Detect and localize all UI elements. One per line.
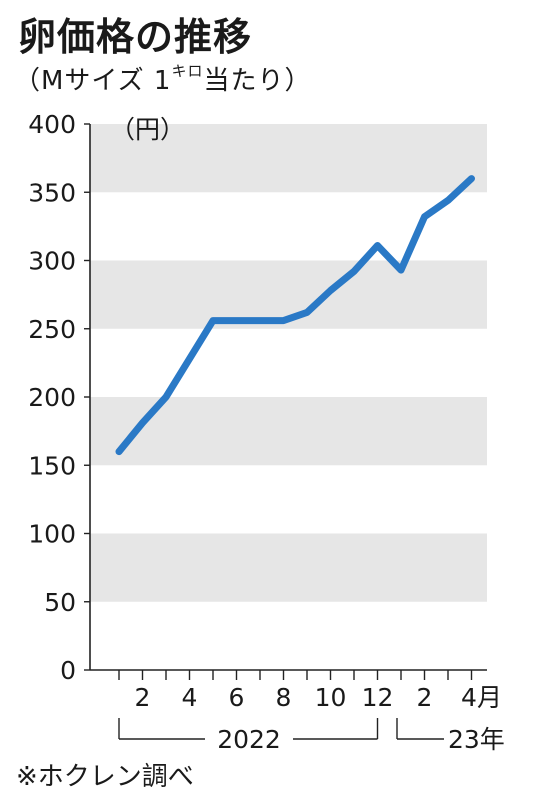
x-tick-label: 12: [362, 683, 394, 712]
subtitle-open: （Mサイズ 1: [14, 66, 172, 96]
y-tick-label: 250: [28, 315, 76, 344]
y-tick-label: 0: [60, 656, 76, 685]
y-tick-label: 100: [28, 520, 76, 549]
y-tick-label: 150: [28, 451, 76, 480]
grid-bands: [90, 124, 487, 602]
x-tick-label: 2: [417, 683, 433, 712]
chart-title: 卵価格の推移: [18, 15, 253, 59]
x-tick-label: 2: [135, 683, 151, 712]
y-tick-label: 200: [28, 383, 76, 412]
y-tick-label: 350: [28, 178, 76, 207]
x-tick-label: 4: [182, 683, 198, 712]
year-label: 2022: [217, 725, 281, 754]
x-tick-labels: 2 4 6 8 10 12 2 4月: [135, 683, 502, 712]
grid-band: [90, 533, 487, 602]
chart-subtitle: （Mサイズ 1キロ当たり）: [14, 60, 312, 97]
source-note: ※ホクレン調べ: [16, 762, 194, 792]
x-tick-label: 6: [229, 683, 245, 712]
x-tick-label: 10: [315, 683, 347, 712]
grid-band: [90, 124, 487, 193]
year-label: 23年: [448, 725, 505, 754]
x-tick-label: 4月: [461, 683, 502, 712]
x-tick-label: 8: [276, 683, 292, 712]
chart-axes: [84, 123, 487, 680]
y-tick-labels: 0 50 100 150 200 250 300 350 400: [28, 110, 76, 685]
y-tick-label: 50: [44, 588, 76, 617]
series-line: [115, 175, 475, 456]
price-line: [115, 175, 475, 456]
y-tick-label: 300: [28, 247, 76, 276]
y-unit-label: （円）: [110, 115, 185, 144]
grid-band: [90, 397, 487, 466]
year-labels: 2022 23年: [118, 718, 505, 754]
subtitle-close: 当たり）: [203, 66, 312, 96]
y-tick-label: 400: [28, 110, 76, 139]
subtitle-unit-kilo: キロ: [171, 62, 204, 80]
